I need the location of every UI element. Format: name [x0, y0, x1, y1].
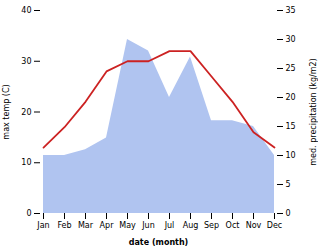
svg-text:Jan: Jan [36, 221, 49, 230]
svg-text:10: 10 [286, 151, 296, 160]
svg-text:Apr: Apr [100, 221, 115, 230]
svg-text:date (month): date (month) [129, 238, 189, 247]
svg-text:5: 5 [286, 180, 291, 189]
svg-text:Dec: Dec [267, 221, 282, 230]
svg-text:40: 40 [21, 6, 31, 15]
svg-text:May: May [119, 221, 136, 230]
svg-text:Oct: Oct [226, 221, 240, 230]
svg-text:Feb: Feb [57, 221, 71, 230]
svg-text:med. precipitation (kg/m2): med. precipitation (kg/m2) [309, 58, 318, 165]
svg-text:Nov: Nov [246, 221, 262, 230]
svg-text:30: 30 [21, 57, 31, 66]
svg-text:0: 0 [26, 209, 31, 218]
svg-text:Aug: Aug [183, 221, 199, 230]
svg-text:Sep: Sep [204, 221, 219, 230]
svg-text:25: 25 [286, 64, 296, 73]
svg-text:Mar: Mar [78, 221, 94, 230]
svg-text:max temp (C): max temp (C) [2, 84, 11, 139]
svg-text:20: 20 [286, 93, 296, 102]
svg-text:20: 20 [21, 108, 31, 117]
svg-text:15: 15 [286, 122, 296, 131]
svg-text:10: 10 [21, 158, 31, 167]
svg-text:30: 30 [286, 35, 296, 44]
svg-text:Jul: Jul [164, 221, 175, 230]
svg-text:35: 35 [286, 6, 296, 15]
svg-text:0: 0 [286, 209, 291, 218]
svg-text:Jun: Jun [141, 221, 155, 230]
